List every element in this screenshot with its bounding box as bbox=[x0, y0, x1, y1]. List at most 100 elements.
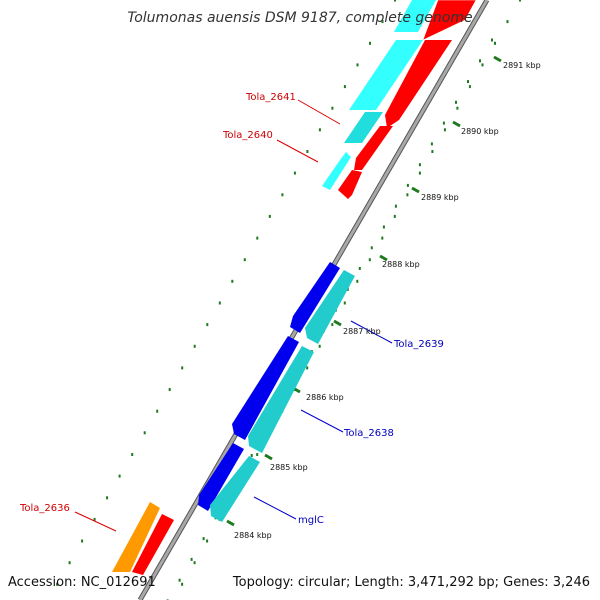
tick-dot-right bbox=[193, 561, 196, 565]
gene-labels: Tola_2641 Tola_2640 Tola_2636 Tola_2639 … bbox=[19, 92, 444, 526]
tick-dot-left bbox=[306, 150, 309, 153]
gene-arrow-tola-2636-red[interactable] bbox=[132, 514, 174, 575]
gene-arrow-tola-2639[interactable] bbox=[248, 346, 314, 453]
tick-dot-right bbox=[468, 85, 471, 89]
tick-dot-right-inner bbox=[455, 100, 457, 104]
tick-dot-right-inner bbox=[370, 246, 373, 250]
tick-label: 2891 kbp bbox=[503, 61, 541, 70]
tick-dot-left bbox=[231, 279, 234, 283]
tick-dot-right-inner bbox=[202, 537, 205, 541]
tick-dot-left bbox=[81, 539, 84, 543]
tick-dot-left bbox=[381, 20, 384, 24]
tick-dot-left bbox=[156, 409, 159, 413]
tick-dot-right bbox=[393, 214, 396, 218]
gene-arrow-tola-2640-red[interactable] bbox=[338, 170, 362, 199]
tick-dot-left bbox=[369, 41, 371, 45]
tick-dot-right bbox=[356, 279, 359, 283]
tick-dot-right-inner bbox=[250, 454, 253, 457]
label-mglc[interactable]: mglC bbox=[298, 515, 324, 526]
gene-arrow-tola-2641[interactable] bbox=[344, 112, 383, 143]
leader-lines bbox=[74, 99, 393, 532]
tick-dot-right-inner bbox=[442, 121, 445, 125]
tick-dot-right bbox=[381, 236, 384, 240]
accession-label: Accession: NC_012691 bbox=[8, 575, 156, 590]
tick-dot-right bbox=[431, 150, 434, 153]
tick-label: 2890 kbp bbox=[461, 127, 499, 136]
gene-arrow-blue-upper[interactable] bbox=[290, 262, 340, 333]
tick-dot-left bbox=[206, 323, 209, 327]
tick-dot-left bbox=[331, 106, 334, 110]
tick-dot-right-inner bbox=[467, 80, 469, 84]
tick-dot-right bbox=[494, 41, 496, 45]
label-tola-2638[interactable]: Tola_2638 bbox=[343, 428, 394, 439]
tick-dot-right bbox=[506, 20, 509, 24]
tick-dot-left bbox=[168, 388, 171, 391]
tick-dot-right-inner bbox=[358, 267, 361, 270]
tick-dot-right-inner bbox=[178, 578, 181, 582]
label-tola-2640[interactable]: Tola_2640 bbox=[222, 130, 273, 141]
tick-label: 2886 kbp bbox=[306, 393, 344, 402]
gene-arrow-tola-2636[interactable] bbox=[112, 502, 160, 572]
tick-dot-right bbox=[368, 258, 371, 262]
tick-dot-left bbox=[268, 214, 271, 218]
forward-genes bbox=[322, 0, 477, 199]
tick-dot-right bbox=[181, 582, 184, 586]
gene-arrow-tola-2641-red[interactable] bbox=[354, 126, 393, 170]
tick-dot-right-inner bbox=[346, 287, 349, 291]
tick-dot-left bbox=[218, 301, 221, 305]
tick-dot-left bbox=[93, 517, 96, 521]
tick-dot-right bbox=[331, 323, 334, 327]
tick-dot-right-inner bbox=[190, 557, 193, 561]
tick-dot-right bbox=[519, 0, 521, 2]
major-tick bbox=[264, 453, 273, 461]
major-tick bbox=[333, 319, 342, 327]
tick-dot-left bbox=[56, 582, 59, 586]
tick-dot-right-inner bbox=[418, 163, 421, 167]
label-tola-2641[interactable]: Tola_2641 bbox=[245, 92, 296, 103]
tick-label: 2884 kbp bbox=[234, 531, 272, 540]
tick-dot-left bbox=[131, 453, 134, 456]
tick-dot-left bbox=[318, 128, 321, 132]
tick-dot-left bbox=[394, 0, 396, 2]
tick-dot-right-inner bbox=[382, 225, 385, 229]
tick-dot-right-inner bbox=[430, 142, 433, 146]
gene-arrow-top-cyan[interactable] bbox=[394, 0, 436, 32]
gene-arrow-red-upper[interactable] bbox=[385, 40, 452, 128]
tick-dot-right-inner bbox=[394, 204, 397, 208]
tick-dot-left bbox=[181, 366, 184, 370]
tick-label: 2888 kbp bbox=[382, 260, 420, 269]
label-tola-2636[interactable]: Tola_2636 bbox=[19, 503, 70, 514]
tick-dot-right bbox=[443, 128, 446, 132]
bottom-genes bbox=[112, 502, 174, 575]
tick-dot-right bbox=[343, 301, 346, 305]
tick-marks bbox=[56, 0, 521, 600]
tick-dot-right bbox=[256, 453, 259, 456]
tick-dot-left bbox=[256, 236, 259, 240]
tick-dot-left bbox=[143, 431, 146, 435]
tick-dot-right-inner bbox=[479, 59, 481, 63]
gene-arrow-teal-upper[interactable] bbox=[305, 270, 355, 344]
tick-dot-left bbox=[281, 193, 284, 197]
tick-dot-left bbox=[243, 258, 246, 262]
gene-arrow-cyan-upper[interactable] bbox=[349, 40, 423, 110]
gene-arrow-mglc[interactable] bbox=[210, 456, 260, 522]
tick-dot-right bbox=[481, 63, 484, 67]
tick-dot-right bbox=[306, 366, 309, 370]
tick-dot-right bbox=[406, 193, 409, 197]
tick-dot-left bbox=[106, 496, 109, 500]
gene-arrow-blue-lower[interactable] bbox=[198, 443, 244, 511]
gene-arrow-tola-2640[interactable] bbox=[322, 152, 351, 190]
tick-label: 2887 kbp bbox=[343, 327, 381, 336]
tick-label: 2885 kbp bbox=[270, 463, 308, 472]
gene-arrow-top-red[interactable] bbox=[422, 0, 477, 41]
gene-arrow-blue-middle[interactable] bbox=[232, 336, 299, 440]
label-tola-2639[interactable]: Tola_2639 bbox=[393, 339, 444, 350]
tick-dot-right-inner bbox=[406, 183, 409, 187]
tick-labels: 2884 kbp 2885 kbp 2886 kbp 2887 kbp 2888 kbp… bbox=[234, 61, 541, 540]
tick-dot-left bbox=[356, 63, 359, 67]
tick-dot-left bbox=[68, 561, 71, 565]
tick-dot-left bbox=[343, 85, 346, 89]
major-tick bbox=[226, 519, 235, 527]
major-tick bbox=[493, 55, 502, 63]
